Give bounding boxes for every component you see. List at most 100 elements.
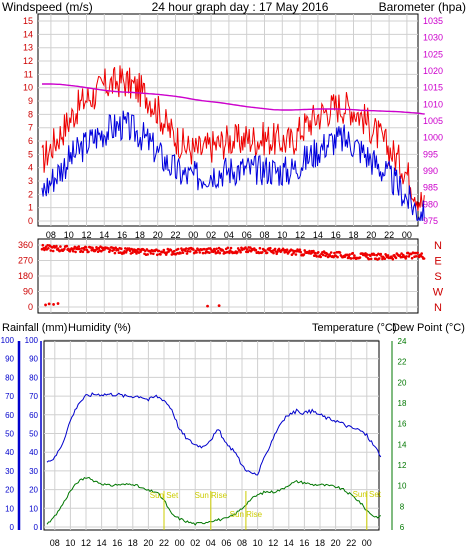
temp-x-tick-label: 00 bbox=[175, 538, 185, 548]
direction-point bbox=[336, 255, 339, 259]
humidity-tick-label: 50 bbox=[29, 430, 38, 439]
rainfall-tick-label: 90 bbox=[5, 355, 14, 364]
temp-x-tick-label: 22 bbox=[346, 538, 356, 548]
direction-point bbox=[269, 246, 272, 250]
wind-x-tick-label: 22 bbox=[170, 230, 180, 240]
direction-point bbox=[128, 247, 131, 250]
direction-point bbox=[218, 251, 222, 255]
direction-point bbox=[321, 253, 325, 257]
direction-point bbox=[264, 249, 267, 252]
direction-point bbox=[71, 249, 75, 253]
direction-point bbox=[348, 253, 351, 256]
baro-right-tick-label: 1015 bbox=[423, 83, 443, 93]
wind-left-tick-label: 13 bbox=[23, 43, 33, 53]
direction-point bbox=[416, 251, 420, 255]
temp-x-tick-label: 18 bbox=[128, 538, 138, 548]
barometer-header-label: Barometer (hpa) bbox=[379, 0, 466, 14]
direction-point bbox=[345, 253, 349, 257]
direction-outlier-point bbox=[47, 302, 51, 306]
rainfall-tick-label: 40 bbox=[5, 448, 14, 457]
humidity-tick-label: 20 bbox=[29, 486, 38, 495]
direction-point bbox=[192, 248, 195, 251]
direction-point bbox=[349, 257, 353, 260]
dewpoint-label: Dew Point (°C) bbox=[392, 322, 465, 334]
sun-annotation-label: Sun Rise bbox=[195, 491, 228, 500]
direction-point bbox=[216, 249, 220, 253]
series-layer bbox=[17, 65, 426, 530]
baro-right-tick-label: 1030 bbox=[423, 33, 443, 43]
rainfall-tick-label: 80 bbox=[5, 373, 14, 382]
temp-x-tick-label: 02 bbox=[190, 538, 200, 548]
temperature-tick-label: 14 bbox=[398, 440, 407, 449]
direction-point bbox=[379, 252, 383, 256]
wind-x-tick-label: 20 bbox=[366, 230, 376, 240]
direction-point bbox=[275, 252, 279, 256]
humidity-tick-label: 80 bbox=[29, 373, 38, 382]
direction-point bbox=[404, 257, 408, 260]
direction-left-tick-label: 360 bbox=[18, 240, 33, 250]
direction-point bbox=[87, 250, 90, 254]
baro-right-tick-label: 985 bbox=[423, 183, 438, 193]
direction-point bbox=[179, 251, 182, 255]
direction-point bbox=[55, 244, 58, 248]
sun-annotation-label: Sun Rise bbox=[230, 510, 263, 519]
direction-point bbox=[365, 255, 368, 258]
tick-label-layer: 08 10 12 14 16 18 20 22 00 02 04 06 08 10 12 14 16 18 20 22… bbox=[1, 16, 444, 548]
direction-point bbox=[420, 252, 424, 255]
wind-x-tick-label: 14 bbox=[313, 230, 323, 240]
direction-point bbox=[391, 257, 395, 261]
temp-x-tick-label: 20 bbox=[143, 538, 153, 548]
direction-point bbox=[302, 253, 306, 256]
direction-point bbox=[299, 250, 303, 254]
direction-point bbox=[84, 246, 88, 249]
windspeed-header-label: Windspeed (m/s) bbox=[2, 0, 93, 14]
direction-point bbox=[107, 247, 110, 250]
temperature-tick-label: 20 bbox=[398, 378, 407, 387]
baro-right-tick-label: 990 bbox=[423, 166, 438, 176]
direction-point bbox=[213, 249, 217, 253]
direction-point bbox=[181, 251, 185, 254]
rainfall-tick-label: 10 bbox=[5, 504, 14, 513]
wind-x-tick-label: 14 bbox=[99, 230, 109, 240]
direction-point bbox=[338, 251, 342, 254]
direction-point bbox=[410, 256, 414, 260]
direction-point bbox=[157, 249, 161, 253]
wind-x-tick-label: 00 bbox=[402, 230, 412, 240]
temperature-line bbox=[46, 476, 382, 526]
wind-x-tick-label: 12 bbox=[81, 230, 91, 240]
wind-x-tick-label: 06 bbox=[242, 230, 252, 240]
wind-x-tick-label: 16 bbox=[331, 230, 341, 240]
direction-point bbox=[81, 250, 85, 254]
temperature-tick-label: 22 bbox=[398, 358, 407, 367]
humidity-tick-label: 30 bbox=[29, 467, 38, 476]
direction-point bbox=[285, 250, 288, 253]
direction-point bbox=[315, 255, 319, 258]
direction-point bbox=[152, 252, 155, 256]
temperature-tick-label: 8 bbox=[400, 502, 405, 511]
wind-left-tick-label: 12 bbox=[23, 56, 33, 66]
direction-point bbox=[164, 253, 168, 256]
humidity-tick-label: 0 bbox=[34, 523, 39, 532]
humidity-tick-label: 40 bbox=[29, 448, 38, 457]
direction-point bbox=[85, 248, 89, 252]
wind-left-tick-label: 5 bbox=[28, 149, 33, 159]
direction-outlier-point bbox=[206, 304, 209, 308]
direction-left-tick-label: 270 bbox=[18, 256, 33, 266]
direction-point bbox=[313, 251, 317, 255]
humidity-tick-label: 10 bbox=[29, 504, 38, 513]
direction-point bbox=[188, 250, 192, 253]
direction-point bbox=[333, 251, 336, 255]
sun-annotation-label: Sun Set bbox=[353, 490, 382, 499]
direction-point bbox=[414, 254, 418, 258]
direction-point bbox=[77, 245, 81, 248]
direction-point bbox=[236, 251, 239, 254]
direction-point bbox=[116, 248, 120, 252]
direction-point bbox=[185, 252, 189, 255]
rainfall-tick-label: 20 bbox=[5, 486, 14, 495]
direction-outlier-point bbox=[56, 302, 60, 305]
direction-point bbox=[369, 257, 373, 261]
direction-point bbox=[122, 252, 125, 255]
rainfall-label: Rainfall (mm) bbox=[2, 322, 67, 334]
temp-x-tick-label: 10 bbox=[65, 538, 75, 548]
direction-point bbox=[221, 249, 225, 252]
